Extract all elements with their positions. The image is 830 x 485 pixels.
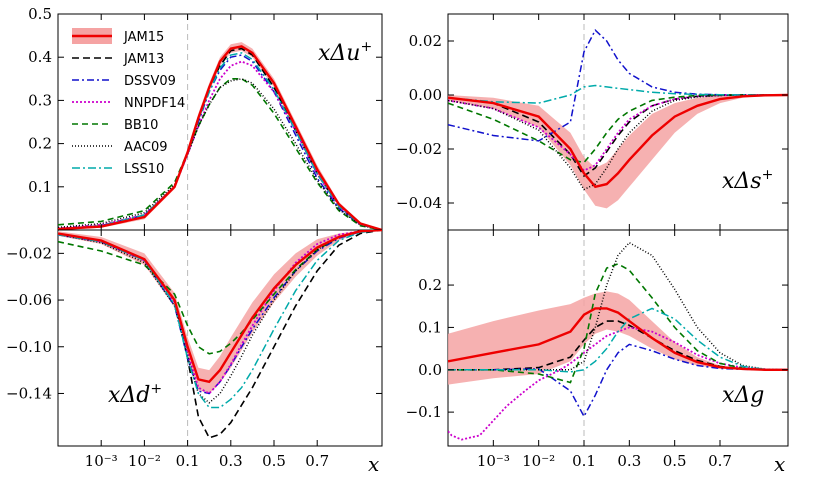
legend: JAM15 JAM13 DSSV09 NNPDF14 BB10 AAC09 LSS10 (72, 28, 185, 177)
series-jam15 (58, 230, 382, 384)
legend-label: BB10 (124, 118, 158, 133)
x-tick-label: 0.3 (219, 452, 243, 470)
x-axis-labels: 10⁻³ 10⁻² 0.1 0.3 0.5 0.7 x 10⁻³ 10⁻² 0.1 0.3 0.5 0.… (85, 452, 786, 476)
y-tick-label: 0.0 (418, 361, 442, 379)
x-tick-label: 0.7 (305, 452, 329, 470)
y-tick-label: 0.00 (409, 86, 442, 104)
legend-label: NNPDF14 (124, 96, 185, 111)
legend-item-lss10: LSS10 (72, 162, 164, 177)
plot-area (448, 28, 788, 209)
y-tick-label: 0.2 (28, 135, 52, 153)
y-tick-label: −0.04 (396, 194, 442, 212)
y-tick-label: 0.1 (418, 318, 442, 336)
legend-item-aac09: AAC09 (72, 140, 168, 155)
y-tick-label: 0.5 (28, 5, 52, 23)
series-lss10 (58, 230, 382, 409)
panel-label: xΔg (722, 383, 764, 408)
y-tick-label: 0.2 (418, 276, 442, 294)
series-jam15 (448, 93, 788, 189)
y-tick-label: 0.4 (28, 48, 52, 66)
legend-item-jam15: JAM15 (72, 28, 164, 45)
x-tick-label: 10⁻² (128, 452, 161, 470)
x-tick-label: 10⁻³ (477, 452, 510, 470)
plot-area (448, 241, 788, 441)
panel-xdu-plus: 0.1 0.2 0.3 0.4 0.5 xΔu+ (28, 5, 383, 231)
x-tick-label: 0.3 (617, 452, 641, 470)
legend-label: JAM15 (123, 30, 164, 45)
x-tick-label: 0.1 (572, 452, 596, 470)
x-axis-title: x (368, 452, 379, 476)
band-jam15 (58, 42, 382, 230)
x-tick-label: 0.7 (708, 452, 732, 470)
plot-frame (57, 229, 383, 447)
series-lss10 (448, 307, 788, 373)
series-lss10 (448, 84, 788, 104)
y-tick-label: −0.10 (6, 338, 52, 356)
series-aac09 (58, 78, 382, 230)
series-bb10 (58, 230, 382, 355)
x-tick-label: 10⁻³ (85, 452, 118, 470)
band-jam15 (58, 230, 382, 394)
panel-label: xΔd+ (108, 381, 162, 408)
legend-label: LSS10 (124, 162, 164, 177)
y-tick-label: −0.06 (6, 291, 52, 309)
legend-label: JAM13 (123, 52, 164, 67)
band-jam15 (448, 95, 788, 209)
series-bb10 (58, 78, 382, 230)
y-tick-label: −0.1 (406, 403, 442, 421)
series-aac09 (448, 94, 788, 191)
y-tick-label: 0.02 (409, 32, 442, 50)
panel-xdg: 0.2 0.1 0.0 −0.1 xΔg (406, 229, 789, 447)
series-aac09 (58, 230, 382, 404)
panel-label: xΔs+ (722, 167, 773, 194)
series-bb10 (448, 94, 788, 164)
panel-xdd-plus: −0.02 −0.06 −0.10 −0.14 xΔd+ (6, 229, 383, 447)
legend-item-nnpdf14: NNPDF14 (72, 96, 185, 111)
series-jam13 (58, 230, 382, 439)
x-tick-label: 0.5 (262, 452, 286, 470)
y-tick-label: −0.02 (6, 244, 52, 262)
panel-label: xΔu+ (318, 39, 372, 66)
x-tick-label: 0.1 (176, 452, 200, 470)
x-axis-title: x (774, 452, 785, 476)
series-jam15 (448, 307, 788, 371)
y-tick-label: 0.3 (28, 91, 52, 109)
plot-area (58, 42, 382, 230)
panel-xds-plus: 0.02 0.00 −0.02 −0.04 xΔs+ (396, 13, 789, 231)
legend-item-jam13: JAM13 (72, 52, 164, 67)
series-jam15 (58, 45, 382, 230)
legend-item-dssv09: DSSV09 (72, 74, 176, 89)
series-dssv09 (448, 28, 788, 142)
x-tick-label: 10⁻² (522, 452, 555, 470)
x-tick-label: 0.5 (663, 452, 687, 470)
series-aac09 (448, 241, 788, 371)
series-bb10 (448, 263, 788, 384)
series-nnpdf14 (448, 94, 788, 172)
series-nnpdf14 (448, 326, 788, 441)
y-tick-label: 0.1 (28, 178, 52, 196)
legend-label: DSSV09 (124, 74, 176, 89)
y-tick-label: −0.14 (6, 384, 52, 402)
plot-area (58, 230, 382, 439)
legend-item-bb10: BB10 (72, 118, 158, 133)
series-nnpdf14 (58, 60, 382, 230)
series-dssv09 (58, 230, 382, 395)
legend-label: AAC09 (124, 140, 168, 155)
y-tick-label: −0.02 (396, 140, 442, 158)
